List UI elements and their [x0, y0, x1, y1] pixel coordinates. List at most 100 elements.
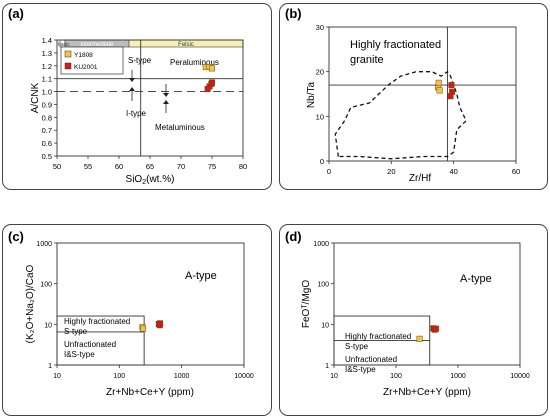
s-type-arrowhead	[129, 78, 135, 82]
panel-d-points	[416, 325, 439, 342]
panel-b-annotation-1: Highly fractionated	[350, 39, 441, 51]
x-tick-label: 0	[327, 167, 331, 176]
legend-y1808-label: Y1808	[74, 52, 93, 59]
panel-c-uf1: Unfractionated	[64, 340, 116, 349]
panel-d-hf1: Highly fractionated	[345, 332, 411, 341]
x-tick-label: 60	[115, 162, 123, 171]
panel-d-label: (d)	[285, 229, 302, 244]
panel-b-annotation-2: granite	[350, 54, 384, 66]
panel-d-frame	[279, 224, 548, 416]
y-tick-label: 1	[325, 363, 329, 370]
panel-c-label: (c)	[8, 229, 24, 244]
panel-b-ylabel: Nb/Ta	[306, 82, 317, 109]
panel-c-atype: A-type	[185, 270, 217, 282]
y1808-point	[436, 87, 443, 94]
y-tick-label: 1.0	[42, 88, 52, 97]
y-tick-label: 100	[317, 282, 329, 289]
panel-a-label: (a)	[8, 6, 24, 21]
panel-a-legend	[60, 46, 124, 75]
y-tick-label: 1000	[36, 241, 52, 248]
y1808-point	[209, 65, 215, 72]
x-tick-label: 1000	[450, 373, 466, 380]
ku2001-point	[209, 79, 215, 86]
panel-d-ylabel: FeOᵀ/MgO	[301, 280, 312, 328]
y-tick-label: 10	[321, 322, 329, 329]
y-tick-label: 0.8	[42, 113, 52, 122]
y-tick-label: 0.5	[42, 152, 52, 161]
panel-d-x-ticks: 10 100 1000 10000	[330, 365, 530, 380]
panel-c-hf2: S-type	[64, 327, 88, 336]
y-tick-label: 1.1	[42, 75, 52, 84]
band-basic-label: basic	[58, 42, 70, 48]
panel-d-xlabel: Zr+Nb+Ce+Y (ppm)	[383, 387, 471, 398]
x-tick-label: 20	[387, 167, 395, 176]
y-tick-label: 1	[48, 363, 52, 370]
panel-b-y-ticks: 0 10 20 30	[316, 23, 329, 166]
panel-c-xlabel: Zr+Nb+Ce+Y (ppm)	[106, 387, 194, 398]
panel-d-atype: A-type	[460, 273, 492, 285]
panel-c-axes	[56, 242, 245, 366]
band-felsic-label: Felsic	[178, 42, 194, 48]
i-type-arrowhead	[129, 87, 135, 91]
panel-b-reference-lines	[329, 27, 516, 161]
band-intermediate-label: intermediate	[80, 42, 114, 48]
legend-y1808-swatch	[64, 50, 72, 58]
panel-d-field-boxes	[333, 315, 431, 366]
i-type-text: I-type	[126, 109, 147, 118]
x-tick-label: 70	[177, 162, 185, 171]
panel-b-label: (b)	[285, 6, 302, 21]
xlabel-sio: SiO	[126, 174, 143, 185]
y-tick-label: 20	[316, 68, 324, 77]
x-tick-label: 40	[449, 167, 457, 176]
panel-b-xlabel: Zr/Hf	[409, 173, 431, 184]
y1808-point	[435, 79, 442, 86]
y-tick-label: 30	[316, 23, 324, 32]
panel-a: (a) basic intermediate Felsic 50 55 60 65 70…	[8, 6, 247, 186]
y-tick-label: 10	[316, 112, 324, 121]
panel-b-x-ticks: 0 20 40 60	[327, 161, 520, 176]
panel-a-xlabel: SiO2(wt.%)	[126, 174, 175, 186]
panel-d-uf1: Unfractionated	[345, 355, 397, 364]
peraluminous-text: Peraluminous	[170, 58, 219, 67]
y-tick-label: 0	[320, 157, 324, 166]
y-tick-label: 100	[40, 282, 52, 289]
panel-b-frame	[279, 3, 548, 190]
ku2001-point	[448, 82, 455, 89]
metaluminous-arrowhead-up	[163, 93, 169, 97]
s-type-text: S-type	[128, 56, 152, 65]
panel-c-ylabel: (K₂O+Na₂O)/CaO	[25, 264, 36, 343]
xlabel-tail: (wt.%)	[146, 174, 174, 185]
panel-a-ylabel: A/CNK	[30, 82, 41, 113]
legend-ku2001-label: KU2001	[74, 64, 98, 71]
panel-b-axes	[328, 26, 517, 162]
x-tick-label: 100	[113, 373, 125, 380]
y-tick-label: 10	[44, 322, 52, 329]
panel-d-hf2: S-type	[345, 342, 369, 351]
fractionation-field-box	[56, 315, 145, 366]
panel-a-x-ticks: 50 55 60 65 70 75 80	[53, 156, 247, 171]
ku2001-point	[432, 325, 439, 332]
metaluminous-arrowhead	[163, 100, 169, 104]
x-tick-label: 75	[208, 162, 216, 171]
x-tick-label: 50	[53, 162, 61, 171]
x-tick-label: 10	[53, 373, 61, 380]
x-tick-label: 10000	[510, 373, 530, 380]
x-tick-label: 60	[512, 167, 520, 176]
xlabel-sub: 2	[142, 179, 146, 186]
ku2001-point	[447, 93, 454, 100]
panel-c-x-ticks: 10 100 1000 10000	[53, 365, 254, 380]
panel-c-y-ticks: 1 10 100 1000	[36, 241, 57, 370]
x-tick-label: 10	[330, 373, 338, 380]
panel-c-field-boxes	[56, 315, 145, 366]
x-tick-label: 65	[146, 162, 154, 171]
panel-c-hf1: Highly fractionated	[64, 317, 130, 326]
highly-fractionated-field-outline	[334, 70, 467, 160]
metaluminous-text: Metaluminous	[155, 123, 205, 132]
panel-b-points	[435, 79, 456, 100]
panel-a-points	[202, 64, 215, 92]
y-tick-label: 1.3	[42, 49, 52, 58]
